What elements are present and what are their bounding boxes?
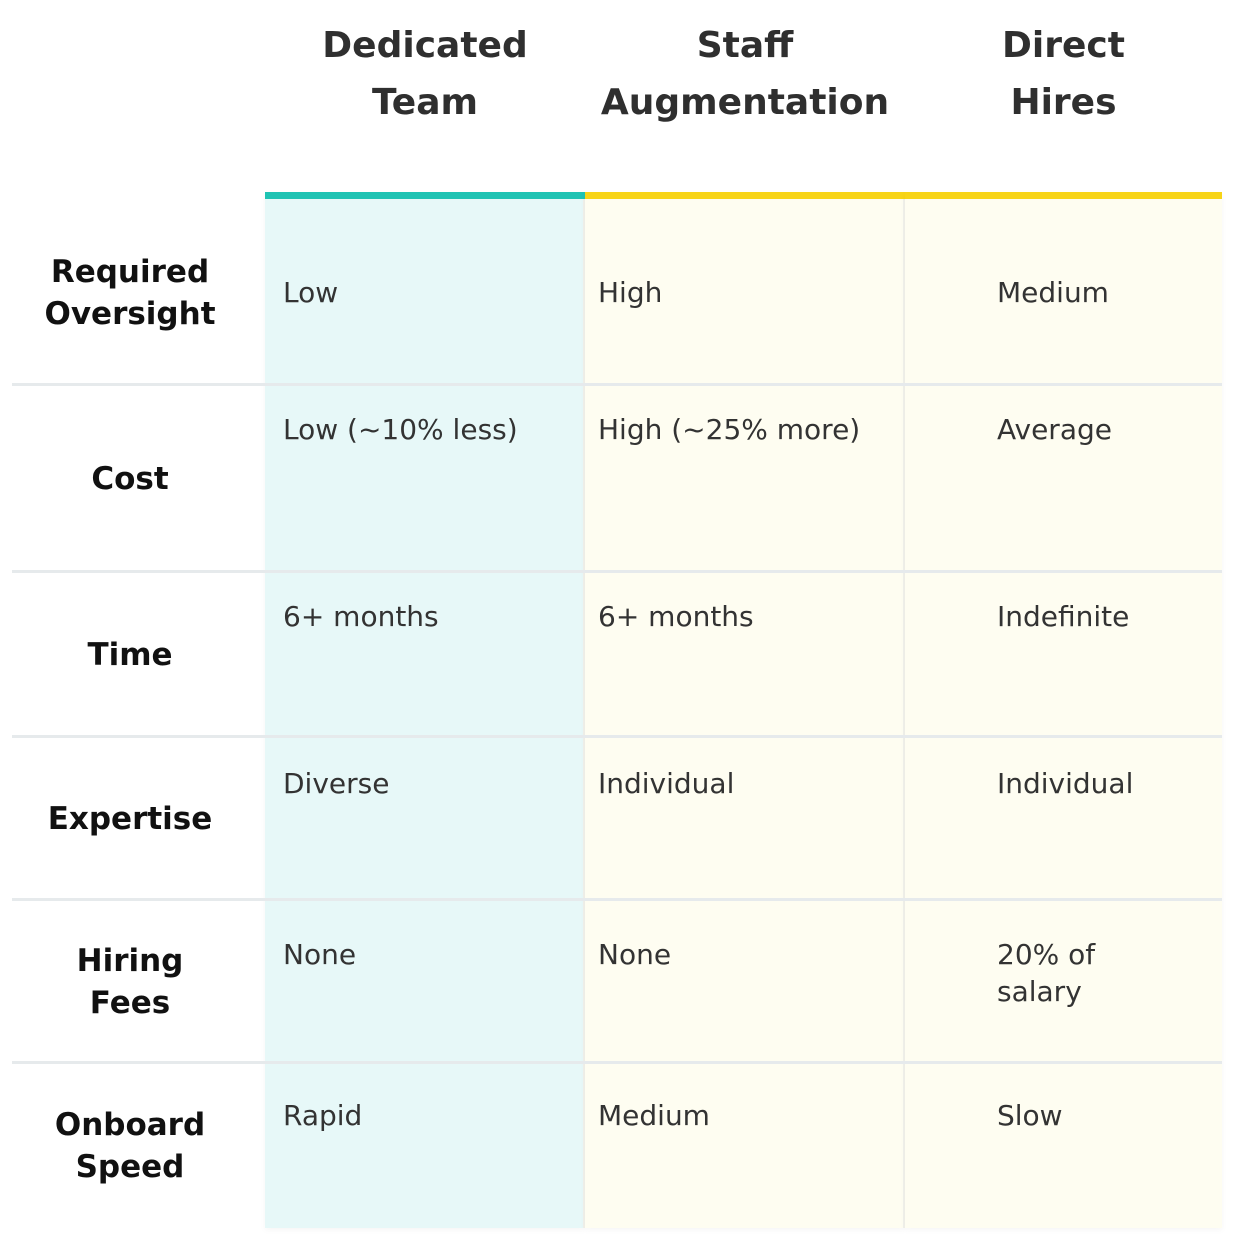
column-bg xyxy=(265,192,585,1228)
text-line: Required xyxy=(50,253,210,290)
table-cell: Slow xyxy=(997,1063,1216,1228)
text-line: Direct xyxy=(1002,25,1125,66)
column-top-bar xyxy=(585,192,905,199)
text-line: Low xyxy=(283,276,339,309)
text-line: High xyxy=(598,276,663,309)
text-line: High (~25% more) xyxy=(598,413,861,446)
text-line: None xyxy=(598,938,672,971)
text-line: Rapid xyxy=(283,1099,363,1132)
table-cell: Low (~10% less) xyxy=(283,385,579,572)
text-line: None xyxy=(283,938,357,971)
table-cell: Individual xyxy=(997,737,1216,900)
text-line: Staff xyxy=(696,25,794,66)
row-divider xyxy=(12,1061,1222,1064)
text-line: Indefinite xyxy=(997,600,1130,633)
row-divider xyxy=(12,570,1222,573)
row-label: Expertise xyxy=(12,737,248,900)
text-line: Onboard xyxy=(54,1106,206,1143)
row-label: Time xyxy=(12,572,248,737)
column-bg xyxy=(905,192,1222,1228)
text-line: Time xyxy=(87,636,173,673)
text-line: Hiring xyxy=(76,942,184,979)
text-line: Cost xyxy=(91,460,169,497)
text-line: Fees xyxy=(89,984,171,1021)
text-line: Medium xyxy=(598,1099,710,1132)
table-cell: Medium xyxy=(598,1063,899,1228)
table-cell: Medium xyxy=(997,200,1216,385)
text-line: Hires xyxy=(1010,82,1117,123)
table-cell: 20% of salary xyxy=(997,900,1216,1063)
table-cell: High (~25% more) xyxy=(598,385,899,572)
row-label: Required Oversight xyxy=(12,200,248,385)
column-header: Staff Augmentation xyxy=(565,17,925,131)
text-line: Average xyxy=(997,413,1112,446)
table-cell: Rapid xyxy=(283,1063,579,1228)
text-line: Oversight xyxy=(44,295,216,332)
text-line: salary xyxy=(997,975,1082,1008)
row-label: Onboard Speed xyxy=(12,1063,248,1228)
text-line: Medium xyxy=(997,276,1109,309)
text-line: Low (~10% less) xyxy=(283,413,518,446)
text-line: 6+ months xyxy=(598,600,754,633)
row-label: Hiring Fees xyxy=(12,900,248,1063)
table-cell: High xyxy=(598,200,899,385)
text-line: Individual xyxy=(997,767,1134,800)
column-top-bar xyxy=(905,192,1222,199)
text-line: Individual xyxy=(598,767,735,800)
column-top-bar xyxy=(265,192,585,199)
table-cell: Average xyxy=(997,385,1216,572)
column-header: Direct Hires xyxy=(885,17,1242,131)
table-cell: Individual xyxy=(598,737,899,900)
column-bg xyxy=(585,192,905,1228)
table-cell: None xyxy=(598,900,899,1063)
row-divider xyxy=(12,735,1222,738)
text-line: Team xyxy=(372,82,478,123)
text-line: Slow xyxy=(997,1099,1063,1132)
column-header: Dedicated Team xyxy=(245,17,605,131)
table-cell: None xyxy=(283,900,579,1063)
table-cell: Diverse xyxy=(283,737,579,900)
table-cell: 6+ months xyxy=(598,572,899,737)
table-cell: Indefinite xyxy=(997,572,1216,737)
row-divider xyxy=(12,898,1222,901)
row-label: Cost xyxy=(12,385,248,572)
row-divider xyxy=(12,383,1222,386)
table-cell: Low xyxy=(283,200,579,385)
text-line: 6+ months xyxy=(283,600,439,633)
text-line: Diverse xyxy=(283,767,390,800)
text-line: Dedicated xyxy=(322,25,528,66)
table-cell: 6+ months xyxy=(283,572,579,737)
text-line: Augmentation xyxy=(600,82,890,123)
text-line: Expertise xyxy=(47,800,213,837)
text-line: 20% of xyxy=(997,938,1096,971)
text-line: Speed xyxy=(75,1148,185,1185)
